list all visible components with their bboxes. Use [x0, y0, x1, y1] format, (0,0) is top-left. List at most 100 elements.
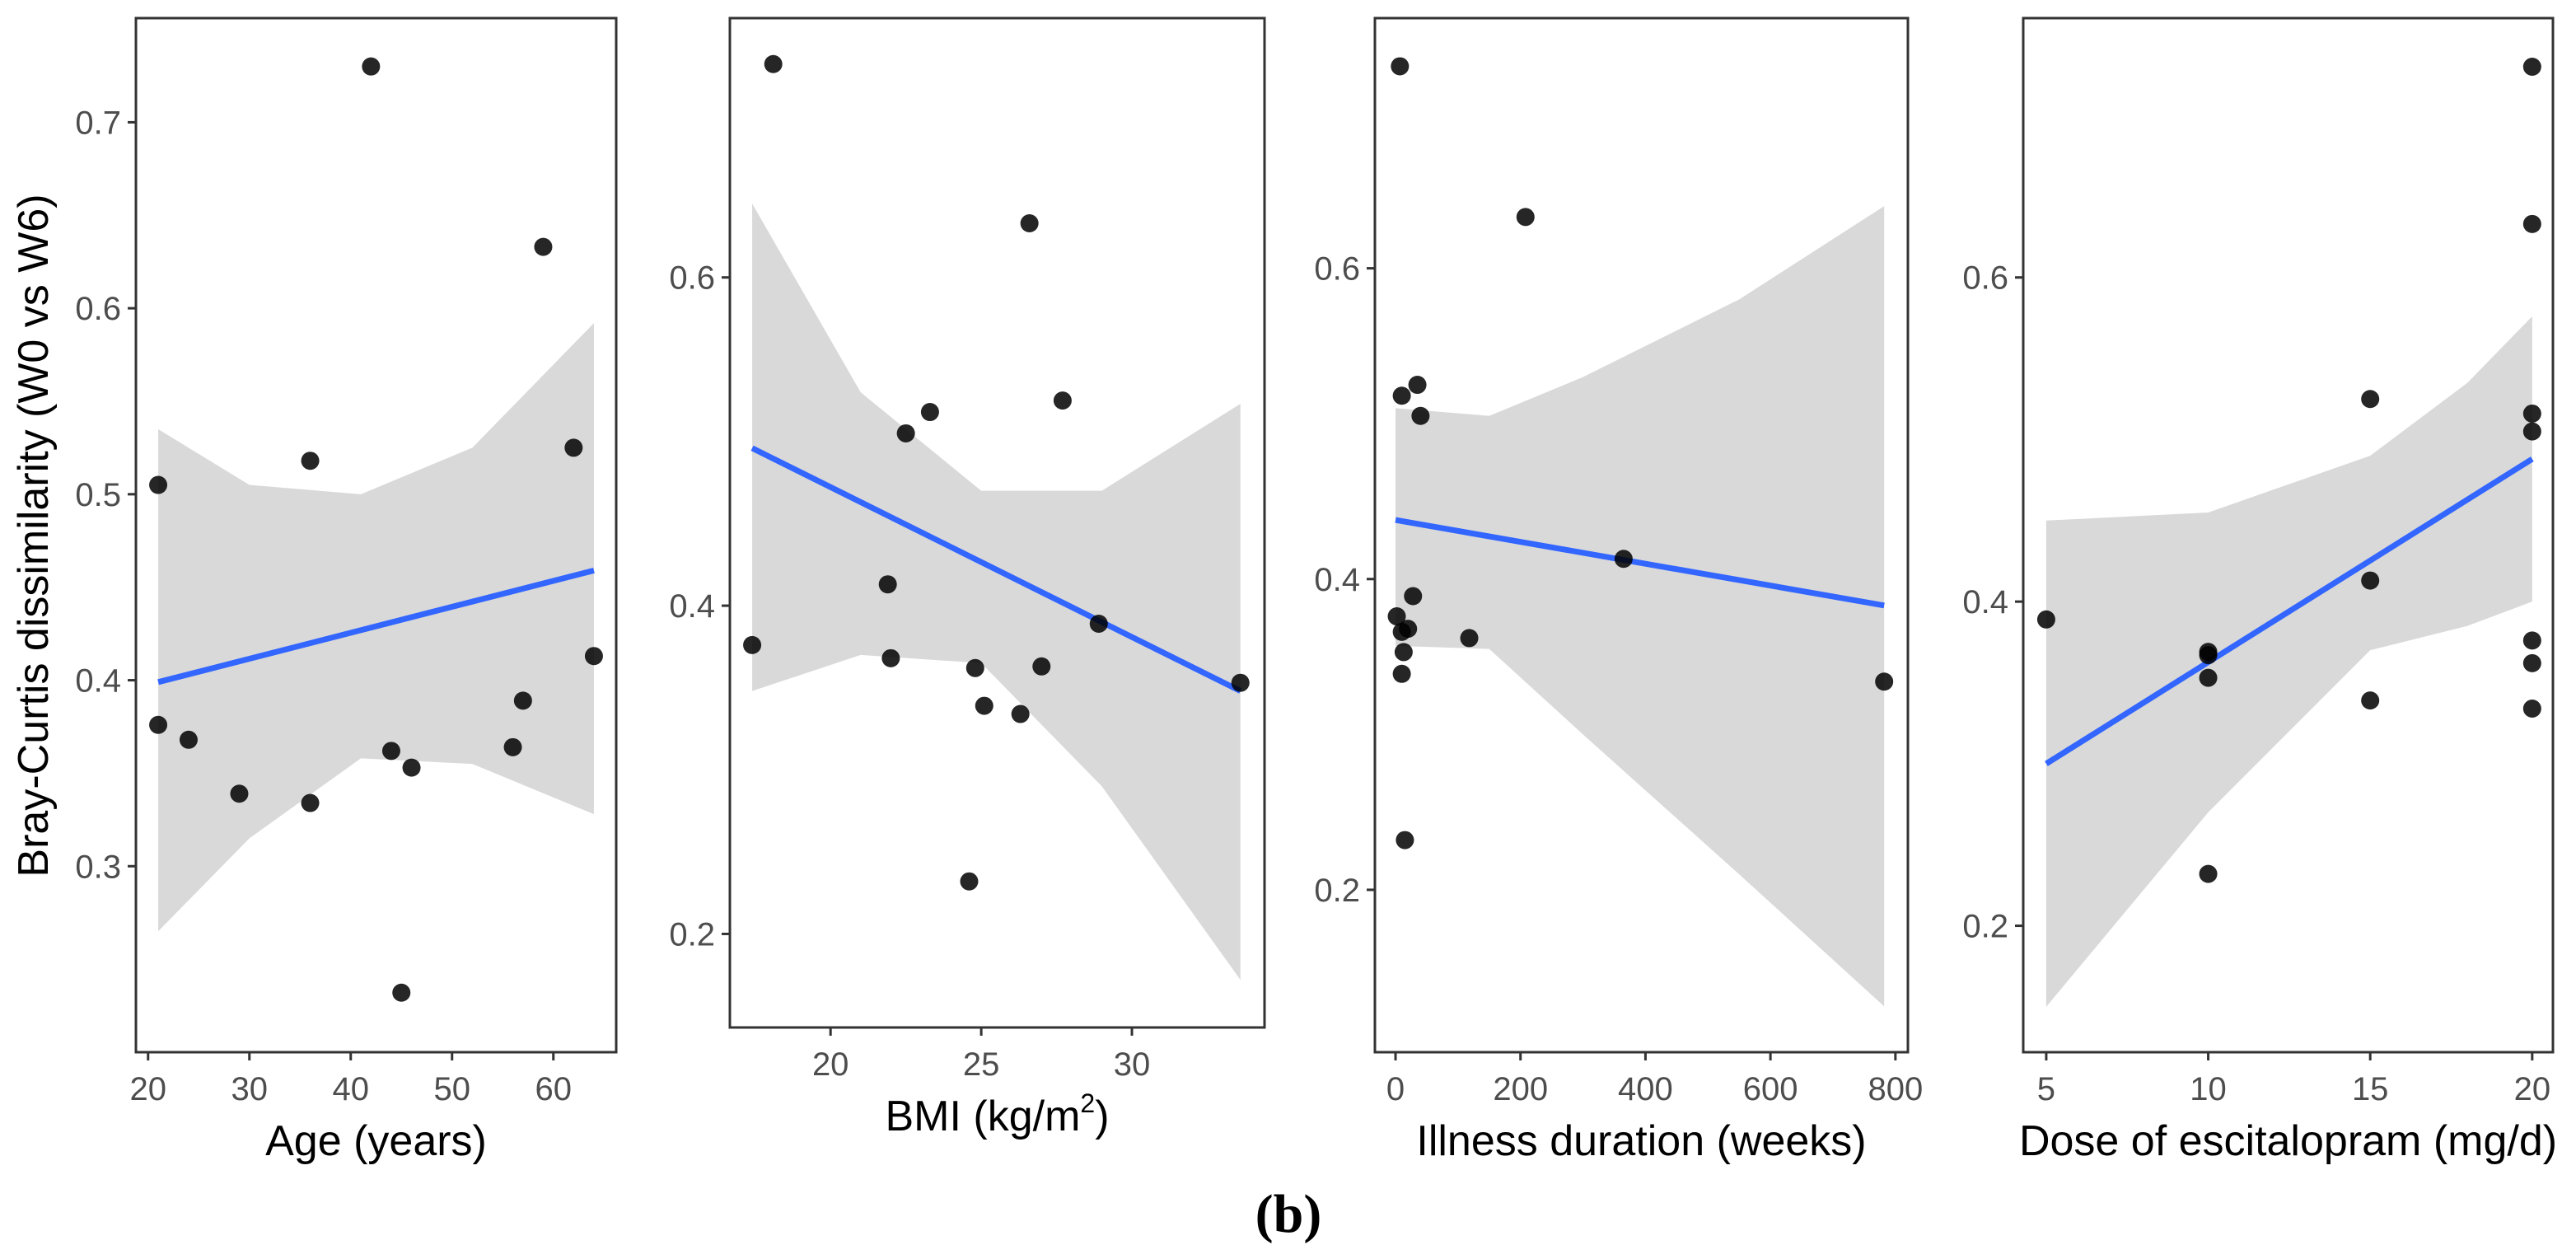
data-point — [230, 784, 249, 803]
data-point — [2036, 610, 2055, 629]
data-point — [362, 57, 381, 76]
figure-caption: (b) — [1255, 1184, 1322, 1244]
data-point — [301, 452, 320, 470]
data-point — [1011, 704, 1030, 723]
confidence-band — [1396, 206, 1885, 1007]
x-tick-label: 5 — [2037, 1071, 2055, 1107]
data-point — [2522, 699, 2541, 718]
data-point — [301, 793, 320, 812]
data-point — [2361, 691, 2380, 710]
data-point — [1032, 657, 1051, 676]
data-point — [2361, 390, 2380, 409]
panel-4: 5 10 15 20 0.2 0.4 0.6 Dose of escitalopram (mg… — [1962, 16, 2557, 1165]
x-axis-title-end: ) — [1095, 1093, 1109, 1140]
data-point — [1392, 664, 1411, 683]
regression-line — [750, 445, 1242, 694]
data-point — [881, 648, 900, 667]
y-tick-label: 0.4 — [75, 663, 121, 700]
data-point — [584, 647, 603, 666]
x-tick-label: 50 — [433, 1071, 470, 1107]
data-point — [1231, 673, 1250, 692]
panel-frame — [1373, 16, 1910, 1054]
data-point — [2199, 864, 2218, 883]
data-point — [2199, 643, 2218, 662]
x-axis-title-text: Age (years) — [265, 1117, 487, 1165]
data-point — [743, 635, 762, 654]
data-point — [764, 54, 783, 73]
panel-frame — [2022, 16, 2555, 1054]
x-axis-title-text: Dose of escitalopram (mg/d) — [2019, 1117, 2557, 1165]
y-tick-label: 0.6 — [669, 260, 715, 297]
panel-2: 20 25 30 0.2 0.4 0.6 BMI (kg/m2) — [669, 16, 1266, 1140]
data-point — [149, 475, 168, 494]
data-point — [1089, 615, 1108, 633]
data-point — [2522, 214, 2541, 233]
x-tick-label: 15 — [2352, 1071, 2389, 1107]
y-tick-label: 0.2 — [1314, 873, 1360, 909]
data-point — [381, 742, 400, 761]
data-point — [2522, 404, 2541, 423]
y-tick-label: 0.6 — [1962, 260, 2008, 297]
data-point — [2361, 571, 2380, 590]
data-point — [2199, 668, 2218, 687]
x-axis-title: Age (years) — [265, 1117, 487, 1165]
data-point — [965, 658, 984, 677]
data-point — [1875, 672, 1894, 691]
x-axis-title-text: Illness duration (weeks) — [1416, 1117, 1866, 1165]
y-tick-label: 0.2 — [669, 916, 715, 952]
data-point — [960, 872, 979, 891]
data-point — [1396, 831, 1414, 850]
data-point — [564, 438, 583, 457]
data-point — [1392, 386, 1411, 405]
y-tick-label: 0.6 — [1314, 251, 1360, 288]
x-axis-title-text: BMI (kg/m — [885, 1093, 1080, 1140]
x-tick-label: 40 — [333, 1071, 370, 1107]
x-tick-label: 10 — [2190, 1071, 2227, 1107]
y-axis-title: Bray-Curtis dissimilarity (W0 vs W6) — [10, 194, 58, 877]
data-point — [1460, 629, 1479, 648]
y-tick-label: 0.4 — [1962, 584, 2008, 620]
data-point — [896, 424, 915, 442]
data-point — [2522, 58, 2541, 77]
data-point — [2522, 422, 2541, 441]
data-point — [2522, 653, 2541, 672]
data-point — [1516, 208, 1535, 227]
panel-frame — [134, 16, 618, 1054]
x-axis-title: Dose of escitalopram (mg/d) — [2019, 1117, 2557, 1165]
regression-line — [1395, 517, 1885, 609]
data-point — [1394, 643, 1413, 662]
x-tick-label: 20 — [2514, 1071, 2551, 1107]
y-tick-label: 0.3 — [75, 849, 121, 885]
data-point — [1391, 57, 1410, 76]
data-point — [534, 237, 553, 256]
y-tick-label: 0.2 — [1962, 909, 2008, 945]
confidence-band — [2045, 316, 2532, 1007]
x-tick-label: 20 — [130, 1071, 167, 1107]
x-tick-label: 60 — [535, 1071, 572, 1107]
x-tick-label: 25 — [963, 1046, 1000, 1083]
panel-frame — [728, 16, 1266, 1029]
regression-line — [157, 567, 595, 686]
y-tick-label: 0.6 — [75, 291, 121, 327]
data-point — [392, 983, 411, 1002]
data-point — [1408, 376, 1427, 395]
data-point — [2522, 631, 2541, 650]
y-tick-label: 0.7 — [75, 105, 121, 141]
panel-1: 20 30 40 50 60 0.3 0.4 0.5 0.6 0.7 Age (years) — [75, 16, 618, 1165]
data-point — [1404, 587, 1423, 606]
confidence-band — [752, 204, 1241, 981]
x-tick-label: 30 — [1114, 1046, 1151, 1083]
x-tick-label: 20 — [812, 1046, 849, 1083]
regression-line — [2045, 456, 2534, 766]
y-tick-label: 0.4 — [669, 588, 715, 625]
x-axis-title: Illness duration (weeks) — [1416, 1117, 1866, 1165]
data-point — [513, 691, 532, 710]
y-tick-label: 0.5 — [75, 477, 121, 513]
x-axis-title: BMI (kg/m2) — [885, 1088, 1109, 1140]
y-tick-label: 0.4 — [1314, 562, 1360, 598]
data-point — [1387, 607, 1406, 626]
data-point — [975, 696, 993, 715]
x-tick-label: 0 — [1386, 1071, 1405, 1107]
data-point — [878, 575, 897, 594]
